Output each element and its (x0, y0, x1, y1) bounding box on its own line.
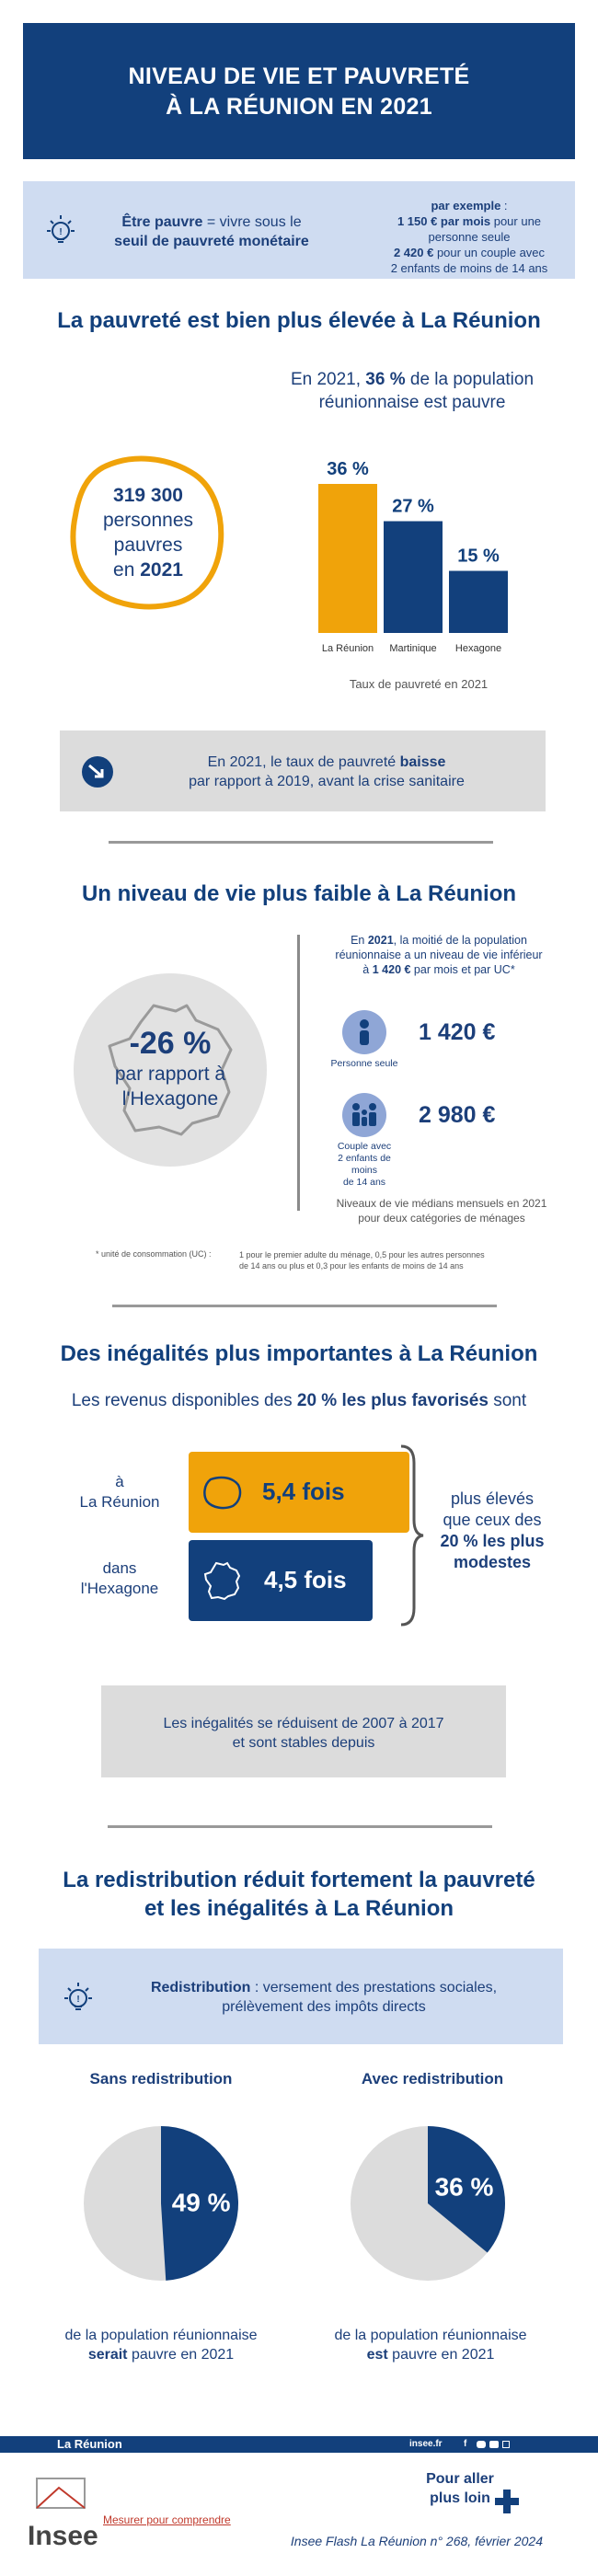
row2-label: dans l'Hexagone (80, 1559, 159, 1597)
bar-chart-caption: Taux de pauvreté en 2021 (349, 677, 489, 691)
uc-footnote-label: * unité de consommation (UC) : (96, 1249, 212, 1259)
median-caption: Niveaux de vie médians mensuels en 2021 … (336, 1197, 547, 1225)
france-map-icon (108, 1004, 233, 1136)
bar-value-label-1: 27 % (392, 497, 434, 517)
brace-shape (400, 1444, 424, 1627)
youtube-icon[interactable] (489, 2441, 499, 2448)
bar-1 (384, 521, 443, 633)
couple-median-value: 2 980 € (419, 1102, 496, 1128)
hexagone-ratio-value: 4,5 fois (264, 1566, 347, 1593)
footer-region: La Réunion (57, 2437, 122, 2451)
poverty-rate-bar-chart: 36 % La Réunion 27 % Martinique 15 % Hexagone (318, 459, 508, 654)
lightbulb-info-icon: ! (47, 215, 75, 243)
section1-title: La pauvreté est bien plus élevée à La Ré… (57, 308, 541, 333)
couple-label: Couple avec 2 enfants de moins de 14 ans (337, 1141, 392, 1188)
divider-1 (109, 841, 493, 844)
bar-category-label-1: Martinique (389, 643, 436, 654)
reunion-island-outline (70, 455, 224, 610)
section4-title: La redistribution réduit fortement la pa… (63, 1868, 535, 1921)
source-reference: Insee Flash La Réunion n° 268, février 2… (290, 2534, 543, 2548)
trend-down-icon (82, 756, 113, 788)
footer-site-link[interactable]: insee.fr (409, 2439, 443, 2449)
pie-with-redistribution: 36 % (351, 2126, 505, 2281)
divider-3 (108, 1825, 492, 1828)
title-line-2: À LA RÉUNION EN 2021 (166, 94, 432, 120)
person-label: Personne seule (330, 1058, 398, 1069)
insee-tagline: Mesurer pour comprendre (103, 2513, 231, 2526)
redistribution-definition-box: ! Redistribution : versement des prestat… (39, 1949, 563, 2044)
pie-value-label: 49 % (172, 2189, 231, 2217)
median-intro: En 2021, la moitié de la population réun… (335, 934, 543, 976)
section3-title: Des inégalités plus importantes à La Réu… (60, 1341, 538, 1366)
vertical-separator (297, 935, 300, 1211)
svg-text:!: ! (76, 1995, 79, 2005)
island-stat: 319 300 personnes pauvres en 2021 (102, 485, 194, 581)
reunion-ratio-value: 5,4 fois (262, 1478, 345, 1505)
uc-footnote-text: 1 pour le premier adulte du ménage, 0,5 … (239, 1250, 485, 1271)
inequality-callout: Les inégalités se réduisent de 2007 à 20… (101, 1685, 506, 1777)
pie-left-caption: de la population réunionnaise serait pau… (64, 2328, 258, 2363)
title-line-1: NIVEAU DE VIE ET PAUVRETÉ (128, 63, 470, 89)
header-banner: NIVEAU DE VIE ET PAUVRETÉ À LA RÉUNION E… (23, 23, 575, 159)
insee-logo-mark (36, 2478, 86, 2509)
bar-value-label-2: 15 % (457, 546, 500, 567)
section2-title: Un niveau de vie plus faible à La Réunio… (81, 881, 517, 906)
pie-without-redistribution: 49 % (84, 2126, 239, 2281)
reunion-ratio-bar: 5,4 fois (189, 1452, 409, 1533)
social-icons: f (464, 2439, 510, 2450)
row1-label: à La Réunion (79, 1473, 160, 1511)
more-info-link[interactable]: Pour aller plus loin (426, 2471, 494, 2506)
svg-text:!: ! (59, 227, 62, 237)
poverty-definition: Être pauvre = vivre sous le seuil de pau… (114, 214, 309, 249)
ratio-explanation: plus élevés que ceux des 20 % les plus m… (440, 1489, 545, 1571)
section1-intro: En 2021, 36 % de la population réunionna… (290, 370, 535, 412)
bar-2 (449, 570, 508, 633)
pie-poverty-slice (428, 2126, 505, 2253)
section3-intro: Les revenus disponibles des 20 % les plu… (71, 1391, 527, 1410)
plus-icon[interactable] (493, 2488, 521, 2515)
hexagone-ratio-bar: 4,5 fois (189, 1540, 373, 1621)
poverty-decrease-callout: En 2021, le taux de pauvreté baisse par … (60, 730, 546, 811)
pie-left-title: Sans redistribution (89, 2070, 233, 2087)
mail-icon[interactable] (502, 2441, 510, 2448)
pie-right-caption: de la population réunionnaise est pauvre… (334, 2328, 527, 2363)
france-small-map-icon (203, 1561, 241, 1601)
pie-right-title: Avec redistribution (361, 2070, 504, 2087)
pie-value-label: 36 % (435, 2172, 494, 2201)
reunion-map-icon (203, 1476, 242, 1510)
person-median-value: 1 420 € (419, 1019, 496, 1045)
pie-poverty-slice (161, 2126, 239, 2281)
example-text: par exemple : 1 150 € par mois pour une … (390, 199, 548, 275)
gap-value: -26 % (129, 1026, 212, 1061)
person-icon (342, 1010, 386, 1054)
gap-circle: -26 % par rapport à l'Hexagone (74, 973, 267, 1167)
twitter-icon[interactable] (477, 2441, 486, 2448)
bar-category-label-0: La Réunion (322, 643, 374, 654)
family-icon (342, 1093, 386, 1137)
bar-category-label-2: Hexagone (455, 643, 501, 654)
divider-2 (112, 1305, 497, 1307)
insee-logo-text: Insee (28, 2521, 98, 2551)
bar-0 (318, 484, 377, 633)
bar-value-label-0: 36 % (327, 459, 369, 479)
footer-bar: La Réunion insee.fr f (0, 2436, 598, 2453)
definition-box: ! Être pauvre = vivre sous le seuil de p… (23, 181, 575, 279)
lightbulb-info-icon-2: ! (64, 1983, 92, 2010)
facebook-icon[interactable]: f (464, 2439, 467, 2449)
